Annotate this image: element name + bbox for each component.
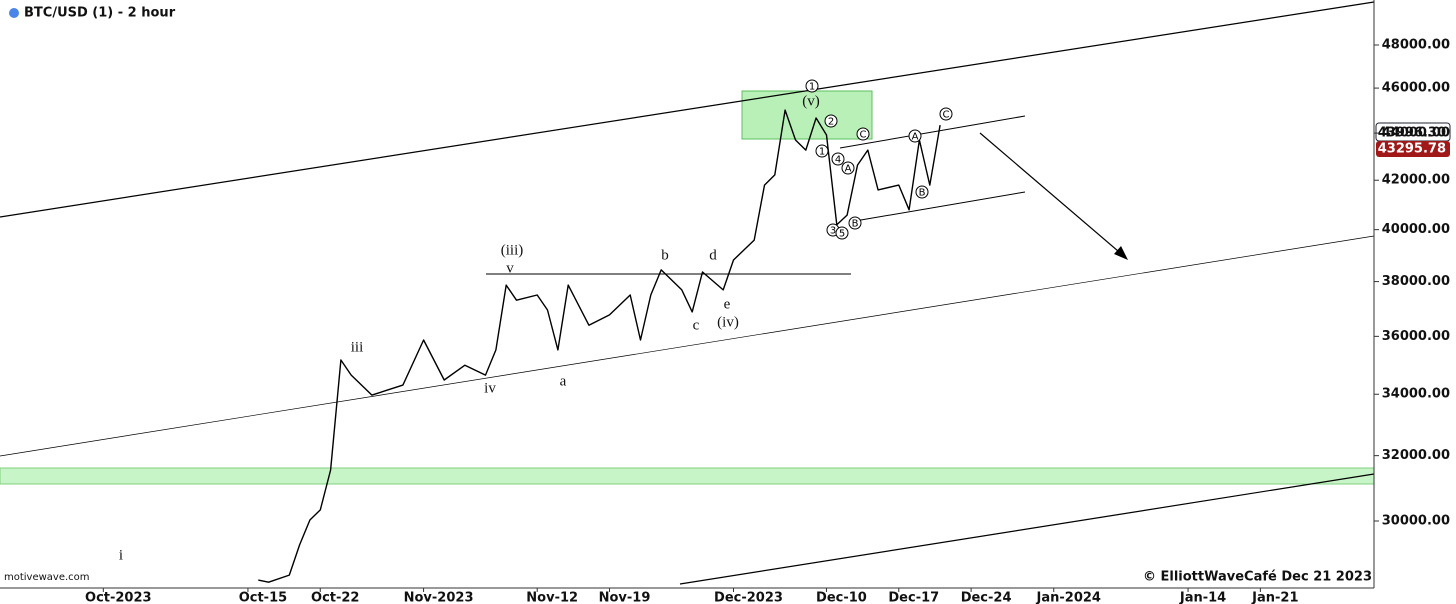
wave-circle (835, 226, 849, 240)
wave-label: A (912, 132, 919, 143)
wave-circle (805, 79, 819, 93)
x-tick-label: Oct-22 (311, 591, 359, 604)
wave-label: c (693, 317, 700, 333)
wave-label: 5 (839, 229, 845, 240)
x-tick-label: Dec-10 (816, 591, 867, 604)
wave-circle (908, 129, 922, 143)
wave-label: A (845, 164, 852, 175)
wave-label: (iii) (501, 242, 524, 258)
projection-arrow (979, 132, 1126, 258)
x-tick-label: Nov-19 (599, 591, 651, 604)
chart-title: BTC/USD (1) - 2 hour (24, 6, 176, 21)
x-tick-label: Dec-2023 (714, 591, 783, 604)
x-tick-label: Jan-21 (1251, 591, 1298, 604)
support-zone (0, 467, 1375, 485)
y-tick-label: 32000.00 (1382, 448, 1450, 463)
wave-label: 1 (819, 147, 825, 158)
credit: © ElliottWaveCafé Dec 21 2023 (1143, 570, 1372, 585)
channel-middle (0, 235, 1375, 457)
wave-label: 3 (830, 226, 836, 237)
y-tick-label: 38000.00 (1382, 274, 1450, 289)
y-tick-label: 40000.00 (1382, 222, 1450, 237)
wave-label: iii (351, 339, 364, 355)
price-axis-panel (1374, 0, 1456, 604)
series-dot (9, 8, 19, 18)
wave-label: C (943, 110, 950, 121)
y-tick-label: 36000.00 (1382, 329, 1450, 344)
wave-label: d (709, 247, 717, 263)
wave-circle (848, 216, 862, 230)
y-tick-label: 42000.00 (1382, 173, 1450, 188)
y-tick-label: 34000.00 (1382, 387, 1450, 402)
x-tick-label: Jan-14 (1179, 591, 1226, 604)
wedge-bottom (854, 191, 1026, 222)
wave-label: e (724, 296, 731, 312)
wave-label: i (119, 547, 123, 563)
wedge-top (839, 115, 1026, 149)
wave-label: (v) (802, 93, 820, 109)
arrow-head (1114, 246, 1128, 260)
channel-upper (0, 1, 1375, 218)
y-tick-label: 48000.00 (1382, 37, 1450, 52)
x-tick-label: Nov-12 (526, 591, 578, 604)
wave-circle (815, 144, 829, 158)
wave-circle (824, 114, 838, 128)
wave-label: (iv) (717, 314, 739, 330)
wave-label: a (560, 373, 567, 389)
ref-price: 43295.78 (1378, 142, 1446, 157)
price-line (258, 109, 941, 583)
wave-circle (841, 161, 855, 175)
wave-label: B (919, 188, 926, 199)
wave-label: b (661, 247, 669, 263)
x-tick-label: Dec-17 (888, 591, 939, 604)
y-tick-label: 46000.00 (1382, 81, 1450, 96)
wave-circle (831, 152, 845, 166)
wave-circle (939, 107, 953, 121)
wave-circle (856, 127, 870, 141)
channel-lower (679, 473, 1375, 585)
wave-label: B (852, 219, 859, 230)
x-tick-label: Dec-24 (961, 591, 1012, 604)
x-tick-label: Oct-15 (239, 591, 287, 604)
source: motivewave.com (4, 572, 90, 583)
wave-label: 4 (835, 155, 841, 166)
x-tick-label: Jan-2024 (1036, 591, 1101, 604)
x-tick-label: Oct-2023 (85, 591, 152, 604)
x-tick-label: Nov-2023 (404, 591, 474, 604)
wave-label: v (506, 260, 514, 276)
wave-label: C (860, 130, 867, 141)
ref-price-box (1376, 141, 1450, 157)
y-tick-label: 44000.00 (1382, 126, 1450, 141)
wave-label: iv (484, 380, 496, 396)
wave-label: 2 (828, 117, 834, 128)
last-price: 43996.30 (1378, 126, 1446, 141)
target-zone (741, 90, 873, 140)
y-tick-label: 30000.00 (1382, 514, 1450, 529)
wave-circle (915, 185, 929, 199)
wave-label: 1 (809, 82, 815, 93)
